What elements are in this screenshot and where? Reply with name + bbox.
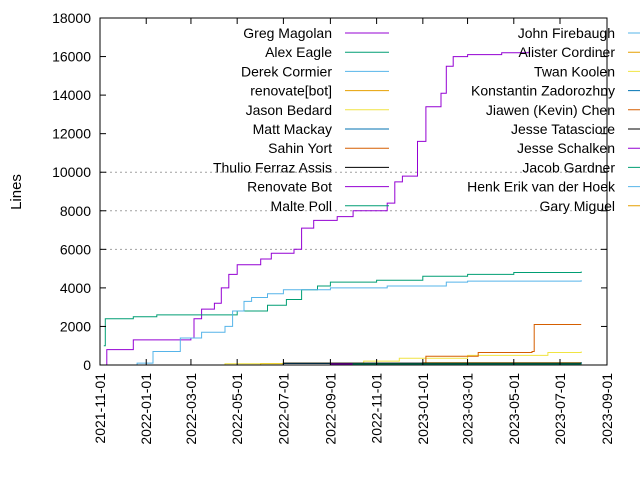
legend-label: Sahin Yort [268, 140, 332, 156]
y-axis-title: Lines [8, 174, 25, 210]
series-line-0 [105, 51, 529, 366]
x-tick-label: 2023-05-01 [506, 373, 522, 445]
series-line-1 [103, 271, 582, 347]
legend: Greg Magolan Alex Eagle Derek Cormier renov… [213, 25, 640, 214]
legend-label: Greg Magolan [243, 25, 332, 41]
legend-label: Alex Eagle [265, 44, 332, 60]
y-tick-label: 12000 [52, 126, 91, 142]
legend-label: Matt Mackay [253, 121, 332, 137]
series-line-6 [103, 324, 582, 366]
legend-label: Derek Cormier [241, 63, 332, 79]
axis-ticks: 0 2000 4000 6000 8000 10000 12000 14000 16000 180… [52, 10, 615, 445]
series-lines [103, 51, 582, 366]
legend-label: Jacob Gardner [522, 159, 615, 175]
y-tick-label: 18000 [52, 10, 91, 26]
x-tick-label: 2022-09-01 [322, 373, 338, 445]
x-tick-label: 2023-01-01 [415, 373, 431, 445]
legend-label: Jesse Tatasciore [511, 121, 615, 137]
y-tick-label: 16000 [52, 49, 91, 65]
x-tick-label: 2021-11-01 [92, 373, 108, 444]
legend-label: Thulio Ferraz Assis [213, 159, 332, 175]
y-tick-label: 6000 [60, 241, 91, 257]
y-tick-label: 4000 [60, 280, 91, 296]
x-tick-label: 2022-07-01 [275, 373, 291, 445]
x-tick-label: 2022-03-01 [183, 373, 199, 445]
y-tick-label: 8000 [60, 203, 91, 219]
legend-label: Jesse Schalken [517, 140, 615, 156]
x-tick-label: 2023-09-01 [599, 373, 615, 445]
legend-label: Twan Koolen [534, 63, 615, 79]
x-tick-label: 2023-03-01 [460, 373, 476, 445]
series-line-2 [103, 280, 582, 366]
legend-label: renovate[bot] [250, 83, 332, 99]
y-tick-label: 10000 [52, 164, 91, 180]
y-tick-label: 2000 [60, 318, 91, 334]
series-line-4 [103, 351, 582, 366]
legend-label: Malte Poll [271, 198, 332, 214]
x-tick-label: 2022-11-01 [369, 373, 385, 444]
x-tick-label: 2022-01-01 [138, 373, 154, 445]
legend-label: Henk Erik van der Hoek [467, 179, 616, 195]
x-tick-label: 2023-07-01 [552, 373, 568, 445]
legend-label: Jiawen (Kevin) Chen [486, 102, 615, 118]
x-tick-label: 2022-05-01 [229, 373, 245, 445]
legend-label: John Firebaugh [518, 25, 615, 41]
y-tick-label: 0 [83, 357, 91, 373]
legend-label: Gary Miguel [540, 198, 615, 214]
legend-label: Konstantin Zadorozhny [471, 83, 615, 99]
y-tick-label: 14000 [52, 87, 91, 103]
legend-label: Alister Cordiner [519, 44, 616, 60]
legend-label: Renovate Bot [247, 179, 332, 195]
legend-label: Jason Bedard [246, 102, 332, 118]
plot-frame [99, 17, 608, 366]
